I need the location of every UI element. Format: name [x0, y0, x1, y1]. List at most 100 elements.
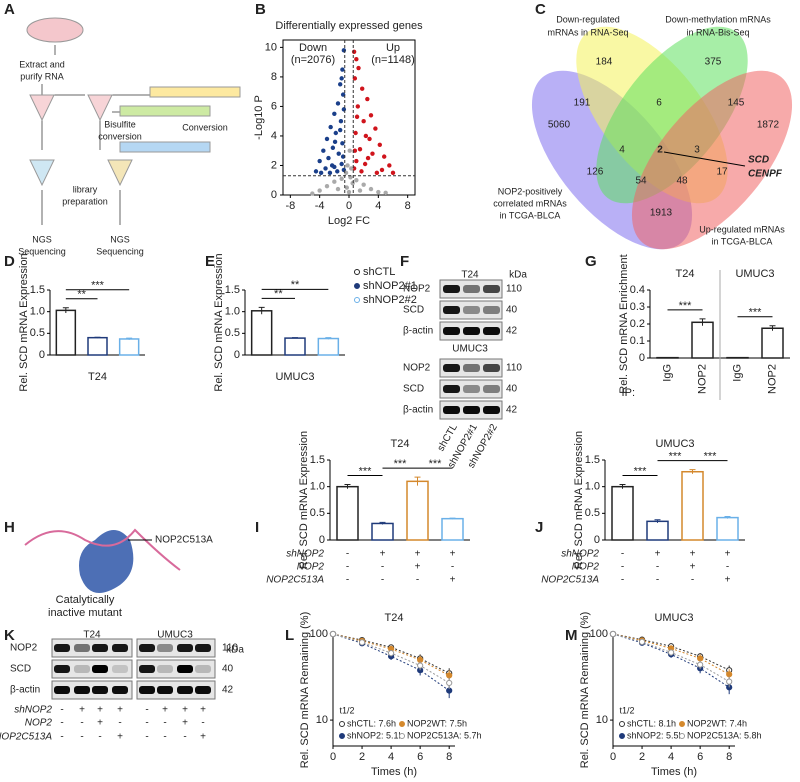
- x-axis-label: UMUC3: [275, 371, 314, 383]
- point: [313, 169, 319, 174]
- error-bar: [699, 318, 706, 326]
- error-bar: [292, 337, 298, 339]
- tube: [29, 94, 55, 122]
- y-tick-label: 0.4: [630, 284, 645, 296]
- error-bar: [325, 337, 332, 340]
- point: [330, 145, 336, 150]
- blot-band: [443, 306, 460, 314]
- error-bar: [94, 336, 101, 339]
- y-tick-label: 1.5: [225, 284, 240, 296]
- blot-band: [483, 306, 500, 314]
- tube: [107, 159, 133, 187]
- y-tick-label: 0.1: [630, 335, 645, 347]
- blot-band: [463, 406, 480, 414]
- legend-title: t1/2: [339, 705, 354, 715]
- condition-label: shNOP2: [14, 705, 52, 716]
- point: [329, 163, 335, 168]
- panel-label: B: [255, 1, 266, 18]
- legend-title: t1/2: [619, 705, 634, 715]
- error-bar: [619, 484, 626, 489]
- condition-cell: -: [98, 732, 101, 743]
- blot-band: [443, 364, 460, 372]
- point: [340, 141, 345, 146]
- x-tick-label: 2: [639, 751, 645, 763]
- sig-label: **: [291, 279, 300, 291]
- workflow-icons: [26, 17, 241, 225]
- point: [354, 114, 360, 119]
- legend-marker: [619, 721, 625, 727]
- cell-line: T24: [83, 630, 101, 641]
- legend-marker: [339, 733, 345, 739]
- point: [363, 133, 369, 139]
- point: [387, 649, 395, 657]
- venn: [531, 26, 793, 250]
- x-tick-label: 2: [359, 751, 365, 763]
- size-label: 110: [506, 284, 522, 295]
- blot-band: [74, 665, 90, 673]
- blot-band: [195, 644, 211, 652]
- legend-marker: [679, 733, 685, 739]
- point: [332, 139, 338, 145]
- condition-cell: +: [182, 718, 188, 729]
- annotation: (n=2076): [291, 54, 335, 66]
- panel-label: D: [4, 253, 15, 270]
- y-tick-label: 1.5: [585, 454, 600, 466]
- protein-label: β-actin: [403, 405, 433, 416]
- sig-label: ***: [359, 465, 373, 477]
- sig-label: ***: [679, 300, 693, 312]
- y-axis-label: Rel. SCD mRNA Expression: [298, 431, 310, 569]
- panel-label: A: [4, 1, 15, 18]
- point: [697, 655, 704, 662]
- error-bar: [62, 307, 69, 313]
- venn-set-label: mRNAs in RNA-Seq: [547, 27, 628, 37]
- x-tick-label: 6: [417, 751, 423, 763]
- condition-cell: -: [416, 575, 419, 586]
- x-tick-label: NOP2: [766, 364, 778, 394]
- condition-cell: -: [346, 562, 349, 573]
- y-tick-label: 6: [271, 100, 277, 112]
- x-tick-label: 8: [726, 751, 732, 763]
- blot-band: [157, 644, 173, 652]
- condition-label: shNOP2: [561, 549, 599, 560]
- workflow-text: Extract and: [19, 59, 65, 69]
- point: [321, 148, 326, 153]
- x-tick-label: 8: [405, 200, 411, 212]
- series-line: [612, 633, 730, 671]
- blot-band: [54, 686, 70, 694]
- point: [345, 163, 350, 168]
- sig-label: ***: [749, 307, 763, 319]
- venn-set-label: in TCGA-BLCA: [500, 210, 561, 220]
- y-axis-label: Rel. SCD mRNA Expression: [213, 253, 225, 391]
- condition-cell: +: [97, 718, 103, 729]
- point: [367, 136, 372, 142]
- legend-marker: [619, 733, 625, 739]
- error-bar: [689, 469, 696, 474]
- condition-cell: +: [97, 705, 103, 716]
- row-label: IP:: [622, 387, 635, 399]
- bar: [611, 485, 634, 541]
- point: [354, 158, 359, 164]
- legend-marker: [339, 721, 345, 727]
- point: [339, 161, 344, 167]
- error-bar: [258, 306, 265, 315]
- point: [341, 48, 347, 53]
- condition-cell: -: [726, 562, 729, 573]
- point: [356, 65, 361, 71]
- x-tick-label: NOP2: [696, 364, 708, 394]
- blot-band: [139, 686, 155, 694]
- panel-label: C: [535, 1, 546, 18]
- protein-label: SCD: [403, 384, 424, 395]
- condition-label: NOP2C513A: [266, 575, 324, 586]
- workflow-text: preparation: [62, 196, 108, 206]
- point: [349, 166, 354, 171]
- y-tick-label: 1.5: [310, 454, 325, 466]
- condition-cell: -: [118, 718, 121, 729]
- blot-band: [74, 686, 90, 694]
- point: [697, 661, 704, 668]
- gene-label: SCD: [748, 155, 769, 166]
- venn-count: 48: [676, 176, 688, 187]
- blot-band: [443, 327, 460, 335]
- legend-marker: [354, 297, 360, 303]
- point: [326, 155, 331, 161]
